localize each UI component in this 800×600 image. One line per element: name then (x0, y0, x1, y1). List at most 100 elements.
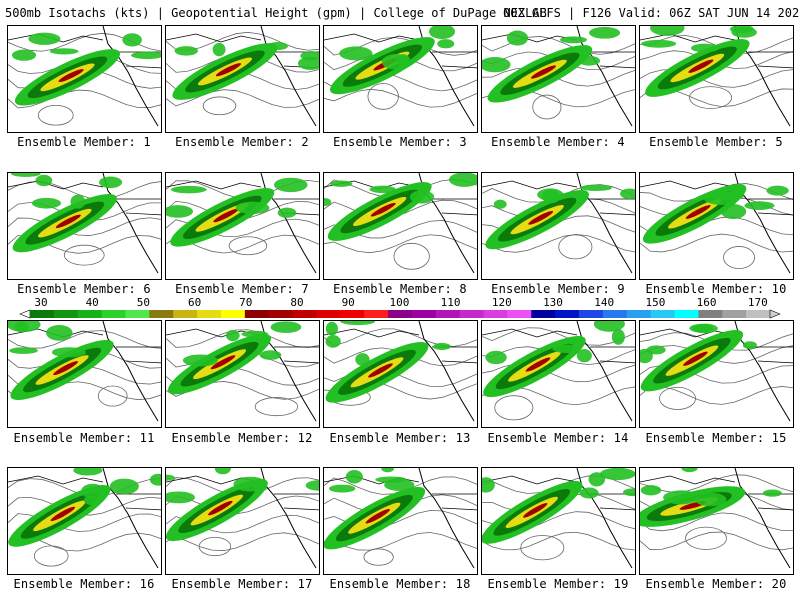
colorbar-swatch (173, 310, 198, 318)
height-contour (166, 532, 319, 551)
coastline (482, 180, 578, 190)
jet-streak (10, 340, 114, 400)
height-contour (482, 363, 635, 383)
panel-map (8, 173, 161, 274)
isotach-colorbar (19, 309, 781, 319)
height-contour (33, 545, 69, 567)
colorbar-tick-label: 70 (239, 296, 253, 309)
isotach-patch (694, 492, 727, 507)
panel-map (166, 321, 319, 422)
jet-streak (12, 194, 117, 253)
colorbar-swatch (316, 310, 341, 318)
height-contour (640, 69, 793, 88)
coastline (166, 33, 262, 43)
isotach-patch (297, 56, 319, 70)
height-contour (482, 327, 635, 346)
isotach-patch (578, 55, 601, 66)
colorbar-swatch (388, 310, 413, 318)
ensemble-member-label: Ensemble Member: 9 (491, 282, 625, 296)
colorbar-swatch (459, 310, 484, 318)
isotach-patch (620, 188, 635, 200)
ensemble-member-label: Ensemble Member: 10 (645, 282, 787, 296)
panel-map (8, 26, 161, 127)
isotach-patch (381, 468, 395, 473)
colorbar-tick-label: 120 (491, 296, 512, 309)
isotach-patch (98, 176, 123, 189)
border-line (432, 198, 477, 216)
colorbar-swatch (483, 310, 508, 318)
coastline (640, 33, 736, 43)
jet-streak (325, 342, 429, 403)
panel-map (324, 468, 477, 569)
ensemble-panel (7, 320, 162, 428)
isotach-80-90 (525, 357, 551, 372)
border-line (432, 493, 477, 511)
coastline (576, 468, 633, 569)
panel-map (166, 173, 319, 274)
isotach-patch (259, 350, 282, 360)
isotach-patch (305, 480, 319, 491)
colorbar-left-arrow (19, 309, 31, 319)
colorbar-swatch (579, 310, 604, 318)
isotach-patch (131, 51, 161, 60)
isotach-patch (328, 484, 356, 493)
ensemble-panel (165, 320, 320, 428)
height-contour (324, 88, 477, 108)
isotach-patch (267, 42, 288, 51)
isotach-patch (340, 321, 376, 326)
coastline (8, 33, 104, 43)
ensemble-member-label: Ensemble Member: 11 (13, 431, 155, 445)
colorbar-swatch (53, 310, 79, 318)
coastline (640, 180, 736, 190)
border-line (116, 346, 161, 364)
colorbar-swatch (650, 310, 675, 318)
colorbar-tick-label: 110 (440, 296, 461, 309)
height-contour (393, 242, 430, 270)
panel-map (324, 321, 477, 422)
height-contour (8, 513, 161, 532)
isotach-patch (81, 483, 105, 499)
border-line (274, 493, 319, 511)
ensemble-panel (323, 467, 478, 575)
height-contour (254, 397, 299, 417)
isotach-80-90 (215, 63, 242, 77)
isotach-patch (762, 489, 782, 497)
colorbar-swatch (197, 310, 222, 318)
isotach-80-90 (523, 503, 548, 518)
colorbar-swatch (626, 310, 652, 318)
coastline (576, 26, 633, 127)
isotach-80-90 (683, 351, 708, 366)
ensemble-panel (323, 172, 478, 280)
jet-streak (324, 486, 426, 550)
height-contour (482, 233, 635, 253)
ensemble-panel (481, 172, 636, 280)
jet-streak (483, 335, 586, 398)
isotach-patch (640, 348, 653, 364)
isotach-patch (576, 349, 592, 363)
isotach-80-90 (53, 361, 79, 376)
isotach-patch (355, 353, 370, 366)
isotach-patch (11, 173, 41, 177)
coastline (734, 468, 791, 569)
isotach-patch (641, 39, 677, 48)
colorbar-swatch (244, 310, 270, 318)
coastline (640, 328, 736, 338)
isotach-patch (182, 354, 218, 367)
height-contour (689, 86, 733, 109)
colorbar-swatch (411, 310, 437, 318)
coastline (418, 468, 475, 569)
isotach-80-90 (365, 508, 390, 524)
ensemble-panel (481, 320, 636, 428)
isotach-80-90 (210, 355, 236, 370)
height-contour (63, 244, 105, 266)
height-contour (8, 217, 161, 236)
colorbar-swatch (101, 310, 126, 318)
colorbar-swatch (531, 310, 556, 318)
ensemble-panel (323, 25, 478, 133)
panel-map (640, 173, 793, 274)
colorbar-swatch (77, 310, 103, 318)
panel-map (324, 26, 477, 127)
coastline (482, 33, 578, 43)
jet-streak (168, 334, 272, 395)
ensemble-member-label: Ensemble Member: 1 (17, 135, 151, 149)
